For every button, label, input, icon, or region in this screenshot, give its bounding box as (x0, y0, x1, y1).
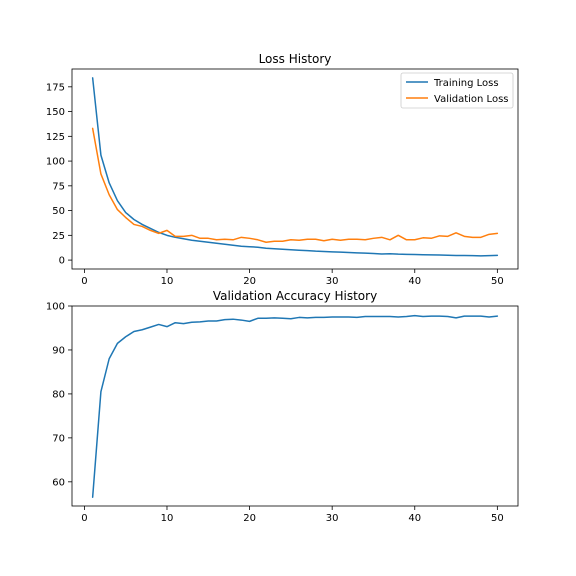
validation-accuracy-line (91, 314, 499, 498)
loss-plot-frame (71, 68, 519, 270)
loss-y-tick-label: 25 (52, 231, 65, 242)
loss-history-plot: Loss History 0 10 20 30 40 50 0 25 50 75 100 125 150… (46, 52, 519, 287)
loss-x-tick-label: 30 (326, 276, 339, 287)
accuracy-y-tick-label: 60 (52, 477, 65, 488)
loss-legend: Training Loss Validation Loss (400, 72, 514, 109)
accuracy-x-tick-label: 50 (491, 513, 504, 524)
loss-y-tick-label: 150 (46, 107, 65, 118)
loss-x-tick-label: 50 (491, 276, 504, 287)
loss-y-tick-label: 175 (46, 82, 65, 93)
loss-history-title: Loss History (259, 52, 332, 66)
accuracy-y-tick-label: 80 (52, 389, 65, 400)
legend-validation-label: Validation Loss (434, 94, 509, 105)
loss-x-tick-label: 0 (81, 276, 87, 287)
accuracy-y-tick-label: 100 (46, 302, 65, 313)
accuracy-plot-ticks: 0 10 20 30 40 50 60 70 80 90 100 (46, 302, 504, 525)
accuracy-y-tick-label: 70 (52, 433, 65, 444)
loss-y-tick-label: 0 (59, 256, 65, 267)
loss-plot-series (91, 77, 499, 257)
accuracy-x-tick-label: 30 (326, 513, 339, 524)
accuracy-plot-frame (71, 305, 519, 507)
loss-x-tick-label: 20 (243, 276, 256, 287)
accuracy-history-plot: Validation Accuracy History 0 10 20 30 40 50 6… (46, 289, 519, 525)
loss-y-tick-label: 125 (46, 132, 65, 143)
loss-y-tick-label: 100 (46, 157, 65, 168)
accuracy-x-tick-label: 10 (161, 513, 174, 524)
loss-plot-ticks: 0 10 20 30 40 50 0 25 50 75 100 125 150 175 (46, 82, 504, 287)
accuracy-x-tick-label: 0 (81, 513, 87, 524)
loss-x-tick-label: 10 (161, 276, 174, 287)
accuracy-history-title: Validation Accuracy History (213, 289, 377, 303)
loss-x-tick-label: 40 (408, 276, 421, 287)
accuracy-x-tick-label: 40 (408, 513, 421, 524)
accuracy-y-tick-label: 90 (52, 345, 65, 356)
accuracy-x-tick-label: 20 (243, 513, 256, 524)
legend-box (400, 72, 514, 109)
legend-training-label: Training Loss (433, 78, 499, 89)
loss-y-tick-label: 50 (52, 206, 65, 217)
loss-y-tick-label: 75 (52, 181, 65, 192)
validation-loss-line (91, 127, 499, 244)
accuracy-plot-series (91, 314, 499, 498)
